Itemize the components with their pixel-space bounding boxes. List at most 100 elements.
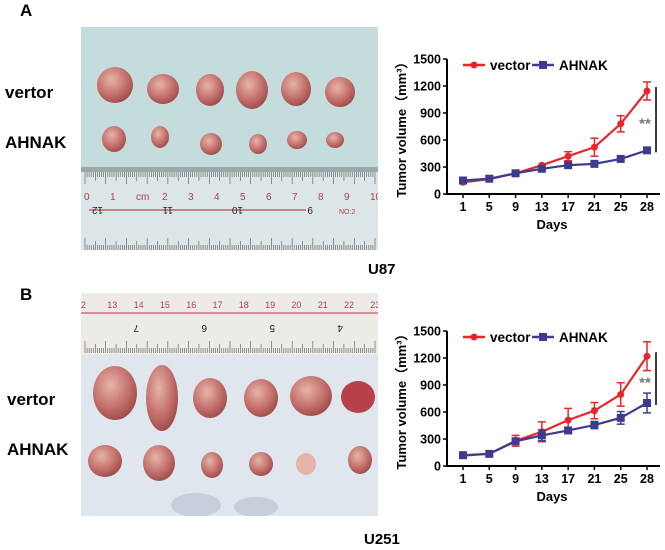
- y-tick-label: 1500: [413, 53, 441, 67]
- ruler-number: 20: [291, 300, 301, 310]
- ruler-number: 5: [269, 322, 275, 333]
- y-tick-label: 1200: [413, 80, 441, 94]
- significance-label: **: [639, 116, 651, 133]
- data-point: [590, 421, 599, 430]
- tumors-vector-a: [97, 67, 355, 109]
- ruler-number: cm: [136, 192, 149, 203]
- data-point: [459, 176, 467, 185]
- legend-marker: [470, 333, 478, 341]
- ruler-number: 14: [134, 300, 144, 310]
- ruler-stamp: NO:2: [339, 209, 355, 216]
- data-point: [511, 437, 520, 446]
- data-point: [459, 451, 467, 460]
- x-tick-label: 28: [640, 200, 654, 214]
- ruler-number: 11: [162, 204, 173, 215]
- ruler-number: 7: [133, 322, 139, 333]
- legend-label: vector: [490, 58, 531, 73]
- data-point: [590, 143, 598, 151]
- ruler-number: 2: [81, 300, 86, 310]
- data-point: [485, 174, 494, 183]
- tumors-vector-b: [93, 365, 375, 431]
- x-tick-label: 21: [587, 200, 601, 214]
- y-tick-label: 300: [420, 161, 441, 175]
- legend-marker: [470, 61, 478, 69]
- x-axis-label: Days: [536, 489, 567, 504]
- significance-label: **: [639, 375, 651, 392]
- x-tick-label: 9: [512, 200, 519, 214]
- data-point: [617, 390, 625, 398]
- ruler-number: 3: [188, 192, 194, 203]
- ruler-b: 2131415161718192021222376543: [81, 293, 378, 355]
- tumor-volume-chart-a: 0 300 600 900 1200 1500 1 5 9 13 17 21 25 28 Days Tumor…: [394, 53, 660, 232]
- ruler-a: NO:2 01cm234567891012111098: [81, 167, 378, 250]
- legend-label: AHNAK: [559, 58, 608, 73]
- row-label-vector-a: vertor: [5, 83, 54, 102]
- row-label-ahnak-b: AHNAK: [7, 440, 69, 459]
- row-label-vector-b: vertor: [7, 390, 56, 409]
- ruler-number: 4: [214, 192, 220, 203]
- y-tick-label: 900: [420, 379, 441, 393]
- x-tick-label: 17: [561, 200, 575, 214]
- data-point: [537, 164, 546, 173]
- data-point: [617, 120, 625, 128]
- x-tick-label: 28: [640, 472, 654, 486]
- x-tick-label: 13: [535, 472, 549, 486]
- y-tick-label: 600: [420, 134, 441, 148]
- ruler-number: 1: [110, 192, 116, 203]
- ruler-number: 17: [213, 300, 223, 310]
- y-tick-label: 0: [434, 188, 441, 202]
- x-axis-label: Days: [536, 217, 567, 232]
- cell-line-label-u251: U251: [364, 531, 400, 548]
- y-tick-label: 1500: [413, 325, 441, 339]
- data-point: [616, 413, 625, 422]
- x-tick-label: 1: [460, 472, 467, 486]
- y-tick-label: 600: [420, 406, 441, 420]
- ruler-number: 5: [240, 192, 246, 203]
- ruler-number: 0: [84, 192, 90, 203]
- x-tick-label: 25: [614, 200, 628, 214]
- ruler-number: 8: [318, 192, 324, 203]
- data-point: [643, 399, 651, 407]
- tumor-volume-chart-b: 0 300 600 900 1200 1500 1 5 9 13 17 21 25 28 Days Tumor…: [394, 325, 660, 504]
- data-point: [564, 416, 572, 424]
- panel-label-b: B: [20, 285, 33, 304]
- ruler-number: 8: [377, 204, 378, 215]
- y-axis-label: Tumor volume（mm³）: [394, 55, 409, 197]
- data-point: [564, 161, 573, 170]
- x-tick-label: 9: [512, 472, 519, 486]
- ruler-number: 19: [265, 300, 275, 310]
- tumors-ahnak-b: [88, 445, 372, 481]
- x-tick-label: 25: [614, 472, 628, 486]
- legend-marker: [539, 333, 547, 341]
- x-tick-label: 1: [460, 200, 467, 214]
- data-point: [485, 449, 494, 458]
- ruler-number: 7: [292, 192, 298, 203]
- data-point: [643, 146, 651, 155]
- cell-line-label-u87: U87: [368, 261, 396, 278]
- ruler-number: 21: [318, 300, 328, 310]
- data-point: [590, 407, 598, 415]
- y-tick-label: 1200: [413, 352, 441, 366]
- ruler-number: 18: [239, 300, 249, 310]
- ruler-number: 9: [344, 192, 350, 203]
- tumor-photo-b: 2131415161718192021222376543: [81, 293, 378, 516]
- x-tick-label: 5: [486, 472, 493, 486]
- data-point: [643, 352, 651, 360]
- ruler-number: 12: [91, 204, 103, 215]
- ruler-number: 9: [307, 204, 313, 215]
- data-point: [537, 431, 546, 440]
- x-tick-label: 5: [486, 200, 493, 214]
- y-tick-label: 900: [420, 107, 441, 121]
- data-point: [564, 152, 572, 160]
- legend-marker: [539, 61, 547, 69]
- y-tick-label: 300: [420, 433, 441, 447]
- y-tick-label: 0: [434, 460, 441, 474]
- ruler-number: 13: [107, 300, 117, 310]
- panel-label-a: A: [20, 1, 33, 20]
- ruler-number: 15: [160, 300, 170, 310]
- ruler-number: 10: [231, 204, 243, 215]
- x-tick-label: 21: [587, 472, 601, 486]
- ruler-number: 23: [370, 300, 378, 310]
- ruler-number: 6: [266, 192, 272, 203]
